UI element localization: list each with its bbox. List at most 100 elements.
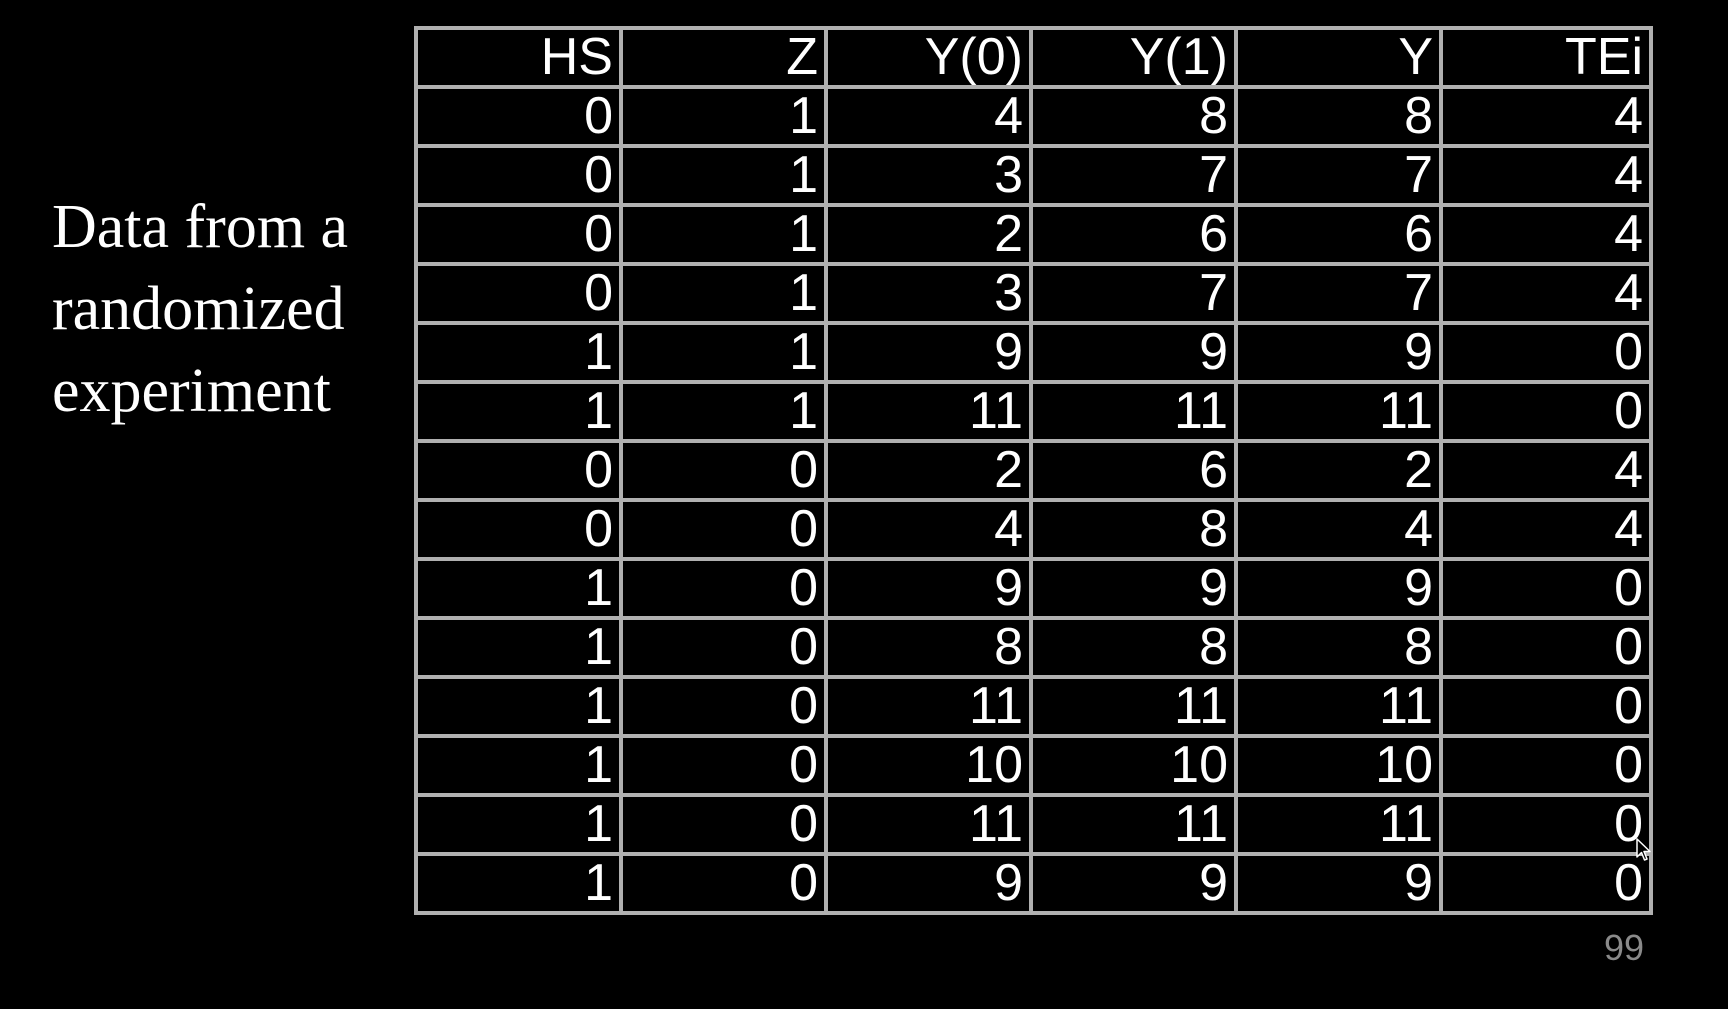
cell-hs: 1	[414, 321, 623, 384]
cell-z: 1	[619, 85, 828, 148]
cell-y0: 8	[824, 616, 1033, 679]
cell-y0: 4	[824, 85, 1033, 148]
cell-y0: 2	[824, 203, 1033, 266]
cell-hs: 1	[414, 557, 623, 620]
cell-y0: 3	[824, 144, 1033, 207]
cell-tei: 0	[1439, 321, 1653, 384]
cell-y: 9	[1234, 321, 1443, 384]
cell-y1: 7	[1029, 144, 1238, 207]
cell-z: 0	[619, 793, 828, 856]
cell-tei: 0	[1439, 380, 1653, 443]
header-tei: TEi	[1439, 26, 1653, 89]
cell-y: 11	[1234, 380, 1443, 443]
cell-z: 1	[619, 321, 828, 384]
cell-z: 1	[619, 262, 828, 325]
cell-y1: 8	[1029, 616, 1238, 679]
cell-tei: 4	[1439, 439, 1653, 502]
cell-y0: 11	[824, 675, 1033, 738]
cell-tei: 4	[1439, 85, 1653, 148]
cell-y: 6	[1234, 203, 1443, 266]
table-row: 1 0 10 10 10 0	[414, 734, 1653, 797]
cell-y1: 8	[1029, 498, 1238, 561]
cell-y1: 8	[1029, 85, 1238, 148]
slide-caption: Data from a randomized experiment	[52, 186, 412, 432]
cell-hs: 0	[414, 203, 623, 266]
caption-line: randomized	[52, 275, 345, 343]
cell-hs: 0	[414, 262, 623, 325]
cell-tei: 4	[1439, 203, 1653, 266]
cell-hs: 1	[414, 793, 623, 856]
header-hs: HS	[414, 26, 623, 89]
cell-y1: 11	[1029, 380, 1238, 443]
cell-y1: 9	[1029, 321, 1238, 384]
cell-tei: 4	[1439, 262, 1653, 325]
cell-hs: 0	[414, 85, 623, 148]
header-z: Z	[619, 26, 828, 89]
caption-line: experiment	[52, 357, 331, 425]
cell-y: 11	[1234, 675, 1443, 738]
cell-y: 7	[1234, 262, 1443, 325]
page-number: 99	[1604, 927, 1645, 968]
cell-z: 0	[619, 675, 828, 738]
cell-y0: 9	[824, 321, 1033, 384]
cell-hs: 1	[414, 616, 623, 679]
mouse-pointer-icon	[1636, 838, 1651, 861]
cell-hs: 1	[414, 852, 623, 915]
cell-y1: 9	[1029, 852, 1238, 915]
cell-hs: 1	[414, 380, 623, 443]
header-y1: Y(1)	[1029, 26, 1238, 89]
cell-y: 9	[1234, 852, 1443, 915]
caption-line: Data from a	[52, 193, 349, 261]
header-y0: Y(0)	[824, 26, 1033, 89]
cell-hs: 1	[414, 734, 623, 797]
cell-y0: 3	[824, 262, 1033, 325]
table-row: 1 1 11 11 11 0	[414, 380, 1653, 443]
cell-y0: 9	[824, 852, 1033, 915]
table-header-row: HS Z Y(0) Y(1) Y TEi	[414, 26, 1653, 89]
cell-hs: 0	[414, 144, 623, 207]
cell-tei: 0	[1439, 734, 1653, 797]
cell-z: 0	[619, 557, 828, 620]
cell-y0: 10	[824, 734, 1033, 797]
cell-tei: 0	[1439, 852, 1653, 915]
table-body: 0 1 4 8 8 4 0 1 3 7 7 4 0 1 2 6 6 4 0 1 3 7 7 4 1 1 9 9 9 0 1 1 11 11 11 0 0…	[414, 85, 1653, 915]
cell-y1: 11	[1029, 793, 1238, 856]
cell-y: 2	[1234, 439, 1443, 502]
cell-tei: 0	[1439, 793, 1653, 856]
cell-hs: 0	[414, 498, 623, 561]
cell-hs: 1	[414, 675, 623, 738]
table-row: 1 0 11 11 11 0	[414, 793, 1653, 856]
cell-y1: 6	[1029, 203, 1238, 266]
cell-z: 1	[619, 203, 828, 266]
cell-y: 11	[1234, 793, 1443, 856]
cell-y: 9	[1234, 557, 1443, 620]
cell-z: 1	[619, 380, 828, 443]
cell-z: 0	[619, 616, 828, 679]
cell-hs: 0	[414, 439, 623, 502]
cell-z: 0	[619, 734, 828, 797]
cell-y0: 2	[824, 439, 1033, 502]
table-row: 1 0 11 11 11 0	[414, 675, 1653, 738]
cell-z: 1	[619, 144, 828, 207]
cell-z: 0	[619, 439, 828, 502]
cell-tei: 0	[1439, 616, 1653, 679]
cell-y0: 4	[824, 498, 1033, 561]
cell-y0: 11	[824, 793, 1033, 856]
cell-y: 4	[1234, 498, 1443, 561]
cell-y1: 10	[1029, 734, 1238, 797]
cell-y1: 11	[1029, 675, 1238, 738]
cell-tei: 0	[1439, 675, 1653, 738]
cell-tei: 4	[1439, 144, 1653, 207]
cell-y1: 6	[1029, 439, 1238, 502]
cell-z: 0	[619, 498, 828, 561]
cell-y1: 7	[1029, 262, 1238, 325]
